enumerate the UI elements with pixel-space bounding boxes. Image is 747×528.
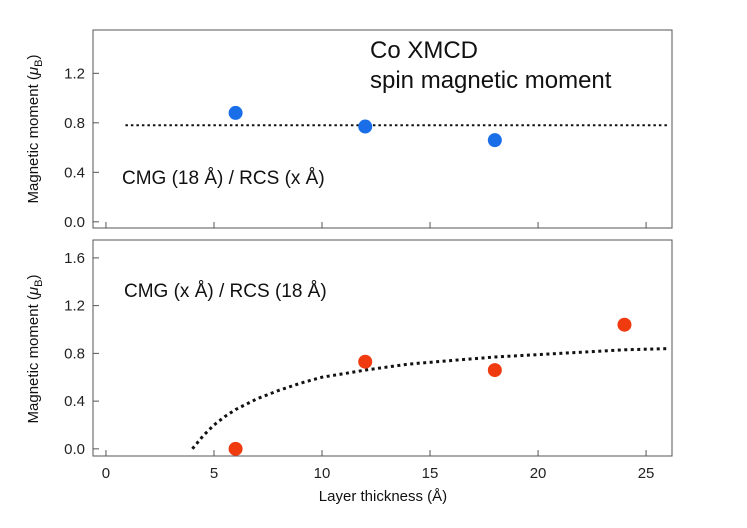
top-panel-marks bbox=[125, 105, 668, 148]
top-panel-ticks: 0.0 0.4 0.8 1.2 bbox=[64, 65, 647, 231]
top-annotation-subtitle: spin magnetic moment bbox=[370, 67, 612, 94]
top-data-point bbox=[228, 105, 243, 120]
bottom-annotation-sample: CMG (x Å) / RCS (18 Å) bbox=[124, 281, 327, 302]
top-plot-frame bbox=[92, 29, 673, 229]
bottom-fit-curve bbox=[191, 347, 668, 450]
bottom-plot-frame bbox=[92, 239, 673, 457]
bottom-y-tick-label: 1.2 bbox=[64, 298, 85, 315]
bottom-x-tick-label: 10 bbox=[314, 465, 331, 482]
bottom-x-tick-label: 5 bbox=[210, 465, 218, 482]
top-y-tick-label: 0.8 bbox=[64, 115, 85, 132]
top-y-tick-label: 0.0 bbox=[64, 214, 85, 231]
top-annotation-sample: CMG (18 Å) / RCS (x Å) bbox=[122, 168, 325, 189]
top-y-tick-label: 0.4 bbox=[64, 164, 85, 181]
bottom-data-point bbox=[617, 317, 632, 332]
top-data-point bbox=[358, 119, 373, 134]
bottom-data-point bbox=[228, 441, 243, 456]
bottom-x-tick-label: 15 bbox=[422, 465, 439, 482]
bottom-panel-marks bbox=[191, 317, 668, 456]
top-y-axis-title: Magnetic moment (μB) bbox=[25, 55, 45, 204]
bottom-panel-ticks: 0.0 0.4 0.8 1.2 1.6 0 5 10 15 20 25 bbox=[64, 250, 654, 482]
bottom-y-tick-label: 1.6 bbox=[64, 250, 85, 267]
bottom-x-tick-label: 0 bbox=[102, 465, 110, 482]
bottom-y-tick-label: 0.0 bbox=[64, 441, 85, 458]
top-annotation-title: Co XMCD bbox=[370, 37, 478, 64]
bottom-x-tick-label: 20 bbox=[530, 465, 547, 482]
bottom-x-tick-label: 25 bbox=[638, 465, 655, 482]
bottom-data-point bbox=[487, 363, 502, 378]
bottom-data-point bbox=[358, 354, 373, 369]
bottom-y-axis-title: Magnetic moment (μB) bbox=[25, 275, 45, 424]
top-y-tick-label: 1.2 bbox=[64, 65, 85, 82]
top-data-point bbox=[487, 133, 502, 148]
x-axis-title: Layer thickness (Å) bbox=[319, 488, 447, 505]
bottom-y-tick-label: 0.8 bbox=[64, 345, 85, 362]
bottom-y-tick-label: 0.4 bbox=[64, 393, 85, 410]
